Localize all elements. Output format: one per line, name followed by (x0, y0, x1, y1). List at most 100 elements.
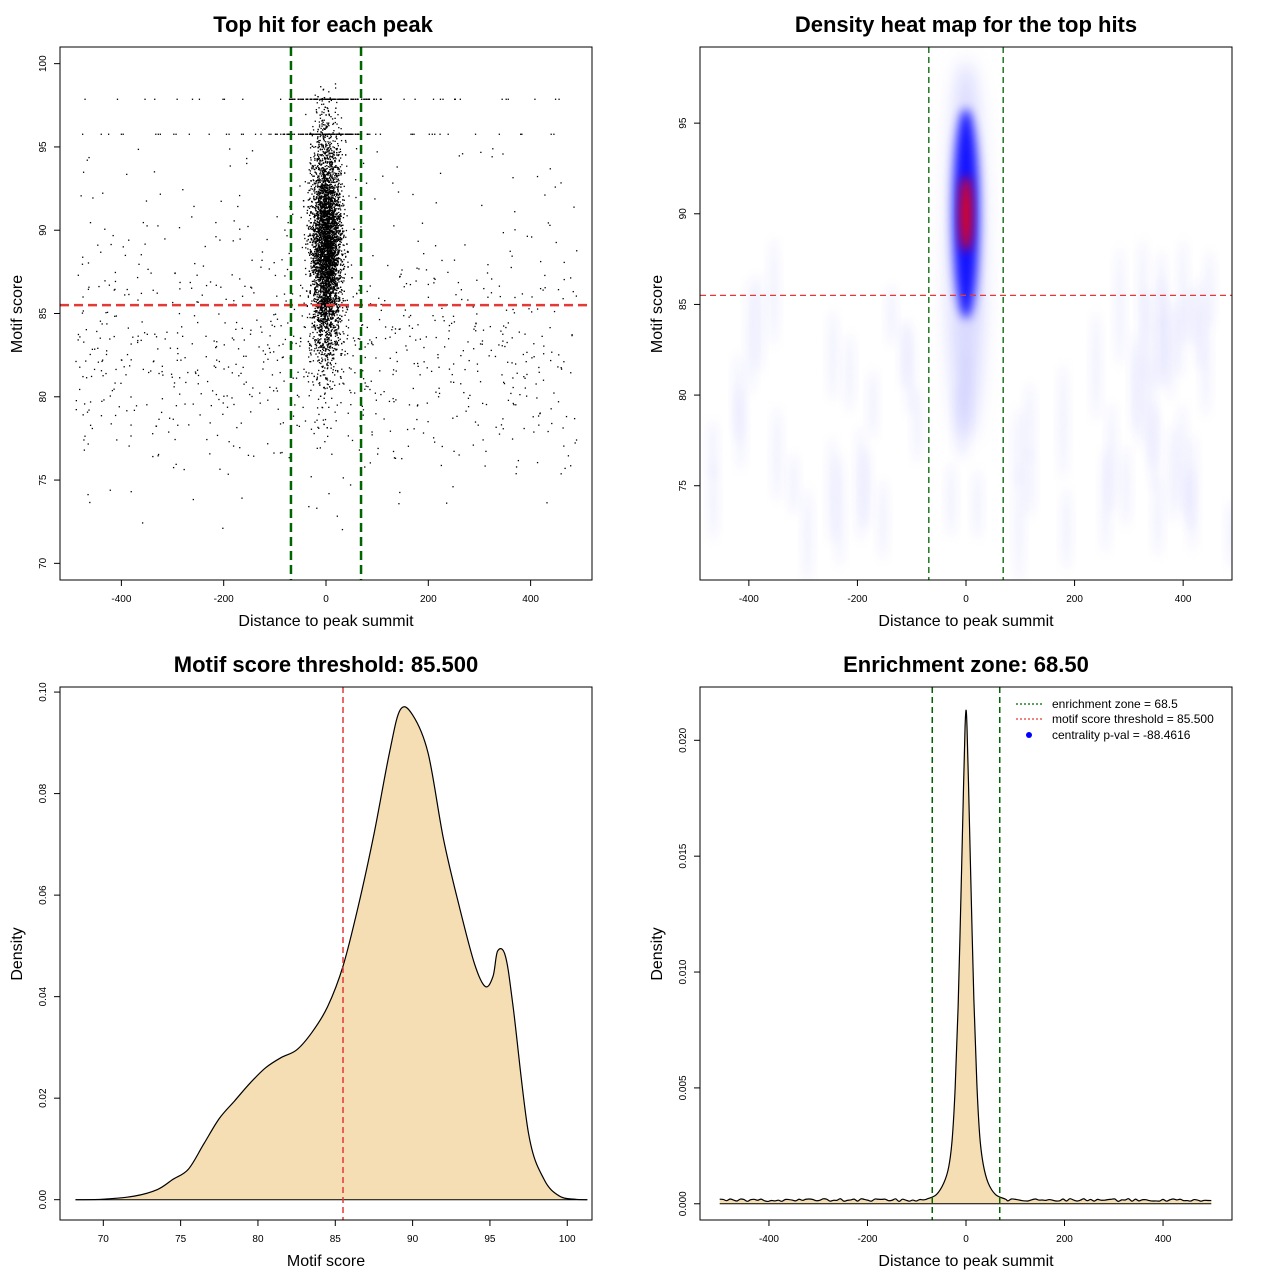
scatter-point (332, 233, 334, 236)
scatter-point (317, 270, 320, 273)
scatter-point (322, 318, 324, 321)
scatter-point (322, 173, 325, 176)
scatter-point (320, 326, 323, 328)
scatter-point (317, 158, 319, 160)
scatter-point (316, 238, 318, 241)
scatter-point (327, 349, 330, 351)
scatter-point (310, 265, 312, 267)
scatter-point (325, 151, 327, 153)
scatter-point (315, 205, 317, 207)
scatter-point (319, 235, 322, 237)
scatter-point (332, 263, 335, 265)
scatter-point (328, 204, 330, 206)
scatter-point (328, 242, 331, 245)
scatter-point (337, 203, 339, 206)
scatter-point (312, 315, 315, 318)
scatter-point (308, 214, 311, 217)
scatter-point (339, 214, 341, 216)
scatter-point (322, 224, 325, 226)
scatter-point (330, 227, 332, 229)
scatter-point (316, 299, 318, 301)
scatter-point (332, 168, 335, 170)
scatter-point (324, 259, 326, 261)
scatter-point (335, 224, 337, 227)
scatter-point (320, 320, 323, 322)
scatter-point (338, 281, 340, 283)
scatter-point (315, 224, 317, 226)
scatter-point (334, 203, 337, 206)
scatter-point (331, 255, 333, 257)
scatter-point (318, 245, 320, 248)
scatter-point (325, 249, 327, 251)
scatter-point (326, 336, 328, 338)
scatter-point (325, 126, 327, 128)
scatter-point (324, 303, 326, 305)
scatter-point (312, 224, 315, 226)
scatter-point (321, 295, 323, 298)
scatter-point (312, 165, 315, 167)
scatter-point (332, 219, 334, 221)
scatter-point (327, 258, 330, 261)
scatter-point (312, 236, 315, 238)
scatter-point (313, 175, 315, 177)
scatter-point (308, 228, 310, 230)
scatter-point (320, 334, 322, 336)
scatter-point (331, 262, 333, 264)
scatter-point (328, 264, 330, 266)
scatter-point (338, 170, 340, 172)
scatter-point (322, 181, 324, 184)
scatter-point (334, 342, 336, 345)
scatter-point (325, 341, 328, 344)
scatter-point (324, 196, 327, 198)
scatter-point (334, 198, 336, 200)
scatter-point (331, 300, 333, 302)
scatter-point (327, 231, 329, 233)
scatter-point (342, 231, 344, 233)
scatter-point (328, 260, 330, 262)
scatter-point (329, 235, 332, 237)
scatter-point (326, 271, 328, 273)
scatter-point (342, 331, 344, 333)
scatter-point (323, 285, 326, 287)
scatter-point (316, 224, 318, 227)
scatter-point (323, 227, 325, 229)
scatter-point (329, 224, 332, 226)
scatter-point (317, 277, 319, 279)
scatter-point (323, 189, 325, 191)
scatter-point (319, 169, 321, 171)
scatter-point (313, 269, 315, 271)
scatter-point (319, 242, 321, 244)
scatter-point (324, 232, 327, 234)
scatter-point (321, 309, 323, 311)
scatter-point (320, 353, 322, 356)
scatter-point (317, 230, 319, 232)
scatter-point (340, 213, 342, 215)
scatter-point (316, 249, 318, 251)
scatter-point (325, 306, 327, 308)
scatter-point (337, 316, 340, 319)
scatter-point (322, 209, 325, 211)
scatter-point (329, 164, 331, 166)
scatter-point (318, 199, 320, 202)
scatter-point (334, 292, 336, 294)
scatter-point (336, 218, 338, 220)
scatter-point (323, 198, 325, 200)
scatter-point (312, 242, 314, 244)
scatter-point (343, 185, 345, 188)
scatter-point (312, 252, 314, 255)
scatter-point (324, 221, 327, 224)
scatter-point (327, 297, 329, 300)
scatter-point (310, 354, 312, 356)
scatter-point (355, 179, 357, 181)
scatter-point (316, 154, 319, 156)
scatter-point (324, 250, 326, 252)
scatter-point (317, 136, 319, 138)
scatter-point (324, 124, 326, 126)
scatter-point (299, 185, 301, 187)
scatter-point (330, 230, 332, 233)
scatter-point (331, 311, 334, 313)
scatter-point (326, 242, 329, 244)
scatter-point (326, 187, 328, 189)
scatter-point (322, 349, 325, 352)
scatter-point (328, 214, 331, 216)
